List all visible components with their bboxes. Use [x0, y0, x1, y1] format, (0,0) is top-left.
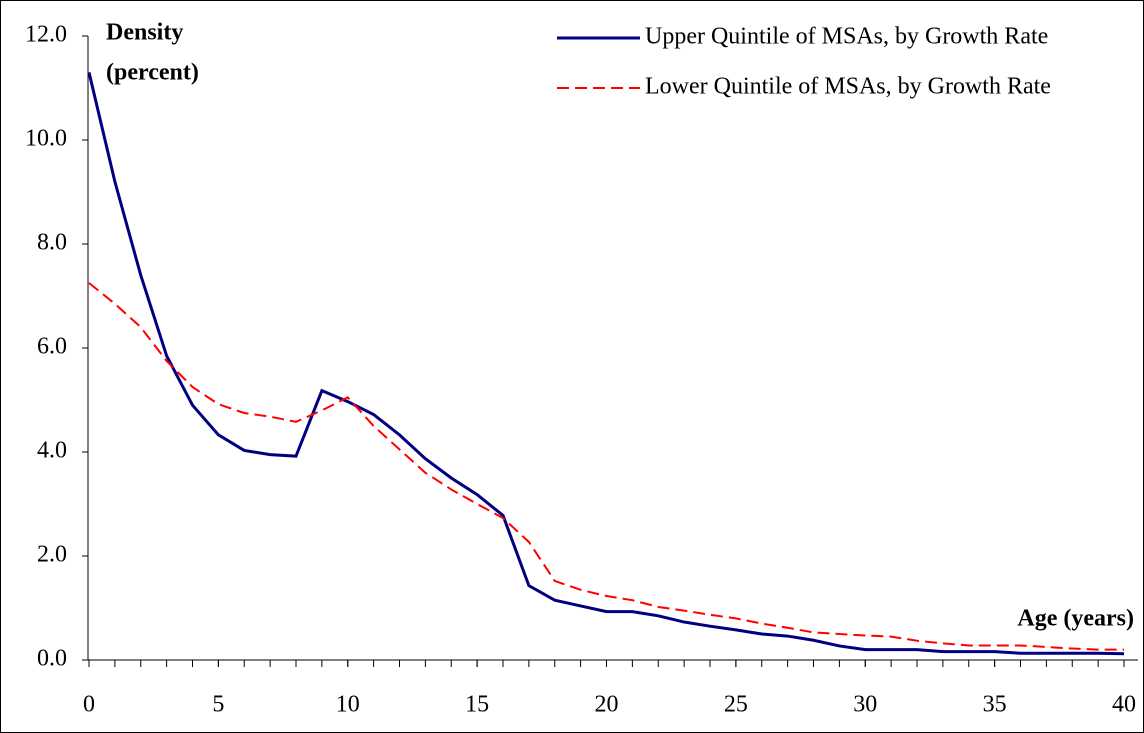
x-tick-label: 25	[724, 692, 748, 718]
y-tick-label: 0.0	[37, 646, 67, 672]
legend-label: Lower Quintile of MSAs, by Growth Rate	[645, 74, 1051, 100]
x-tick-label: 35	[983, 692, 1007, 718]
x-axis-label: Age (years)	[1017, 606, 1134, 632]
legend-label: Upper Quintile of MSAs, by Growth Rate	[645, 24, 1048, 50]
y-tick-label: 12.0	[25, 22, 67, 48]
x-tick-label: 10	[336, 692, 360, 718]
y-axis-label: Density	[106, 20, 183, 46]
series-line	[88, 282, 1124, 651]
x-tick-label: 40	[1112, 692, 1136, 718]
y-tick-label: 2.0	[37, 542, 67, 568]
x-tick-label: 30	[853, 692, 877, 718]
x-tick-label: 0	[83, 692, 95, 718]
x-tick-label: 15	[465, 692, 489, 718]
y-tick-label: 10.0	[25, 126, 67, 152]
y-axis-label: (percent)	[106, 60, 199, 86]
y-tick-label: 6.0	[37, 334, 67, 360]
y-tick-label: 8.0	[37, 230, 67, 256]
x-tick-label: 20	[595, 692, 619, 718]
y-tick-label: 4.0	[37, 438, 67, 464]
x-tick-label: 5	[212, 692, 224, 718]
series-line	[87, 72, 1125, 656]
